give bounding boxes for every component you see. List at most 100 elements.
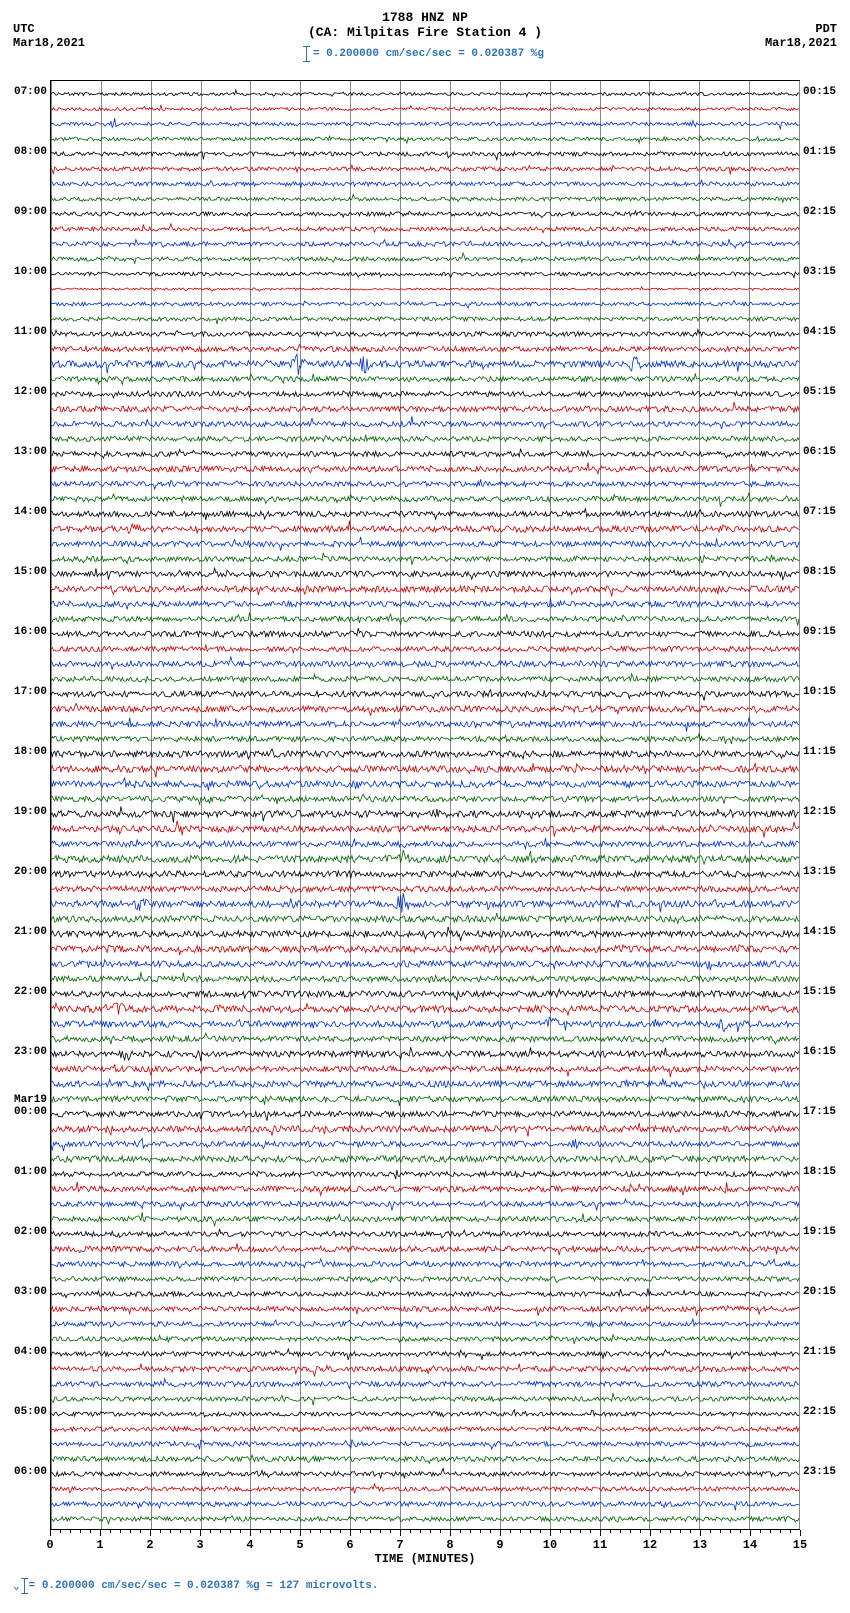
x-tick-minor bbox=[680, 1530, 681, 1533]
x-tick-minor bbox=[720, 1530, 721, 1533]
tz-left-date: Mar18,2021 bbox=[13, 36, 85, 50]
x-tick-minor bbox=[410, 1530, 411, 1533]
grid-line bbox=[799, 81, 800, 1529]
x-tick-label: 14 bbox=[743, 1538, 757, 1552]
x-tick-label: 2 bbox=[146, 1538, 153, 1552]
x-tick bbox=[150, 1530, 151, 1536]
x-tick-minor bbox=[440, 1530, 441, 1533]
right-time-label: 03:15 bbox=[799, 266, 836, 278]
tz-right-label: PDT bbox=[765, 22, 837, 36]
x-tick-minor bbox=[380, 1530, 381, 1533]
left-time-label: 08:00 bbox=[14, 146, 51, 158]
left-time-label: 10:00 bbox=[14, 266, 51, 278]
x-tick-minor bbox=[110, 1530, 111, 1533]
left-time-label: 21:00 bbox=[14, 926, 51, 938]
x-tick bbox=[600, 1530, 601, 1536]
x-tick-minor bbox=[330, 1530, 331, 1533]
chart-title-1: 1788 HNZ NP bbox=[5, 10, 845, 25]
x-tick-label: 4 bbox=[246, 1538, 253, 1552]
x-tick-minor bbox=[160, 1530, 161, 1533]
x-tick bbox=[50, 1530, 51, 1536]
x-tick-minor bbox=[230, 1530, 231, 1533]
left-time-label: 09:00 bbox=[14, 206, 51, 218]
x-tick-label: 15 bbox=[793, 1538, 807, 1552]
x-tick-minor bbox=[280, 1530, 281, 1533]
x-tick-minor bbox=[520, 1530, 521, 1533]
x-tick bbox=[300, 1530, 301, 1536]
x-tick bbox=[800, 1530, 801, 1536]
left-time-label: 12:00 bbox=[14, 386, 51, 398]
scale-bar-icon bbox=[24, 1578, 25, 1594]
x-tick-minor bbox=[460, 1530, 461, 1533]
scale-indicator: = 0.200000 cm/sec/sec = 0.020387 %g bbox=[5, 46, 845, 62]
x-tick bbox=[400, 1530, 401, 1536]
x-tick-minor bbox=[140, 1530, 141, 1533]
x-tick-minor bbox=[530, 1530, 531, 1533]
footer-prefix: ⌄ bbox=[13, 1579, 20, 1593]
x-tick-minor bbox=[590, 1530, 591, 1533]
right-time-label: 00:15 bbox=[799, 86, 836, 98]
right-time-label: 13:15 bbox=[799, 866, 836, 878]
right-time-label: 01:15 bbox=[799, 146, 836, 158]
x-tick-minor bbox=[80, 1530, 81, 1533]
footer-text: = 0.200000 cm/sec/sec = 0.020387 %g = 12… bbox=[29, 1580, 379, 1592]
x-tick bbox=[750, 1530, 751, 1536]
left-time-label: 07:00 bbox=[14, 86, 51, 98]
x-tick-minor bbox=[260, 1530, 261, 1533]
tz-right-date: Mar18,2021 bbox=[765, 36, 837, 50]
chart-title-2: (CA: Milpitas Fire Station 4 ) bbox=[5, 25, 845, 40]
x-tick-minor bbox=[170, 1530, 171, 1533]
x-tick bbox=[500, 1530, 501, 1536]
tz-left-label: UTC bbox=[13, 22, 85, 36]
left-time-label: 02:00 bbox=[14, 1226, 51, 1238]
left-time-label: 16:00 bbox=[14, 626, 51, 638]
x-tick-minor bbox=[640, 1530, 641, 1533]
right-time-label: 14:15 bbox=[799, 926, 836, 938]
x-tick-minor bbox=[780, 1530, 781, 1533]
x-axis-title: TIME (MINUTES) bbox=[375, 1552, 476, 1566]
x-tick-label: 3 bbox=[196, 1538, 203, 1552]
x-tick-label: 5 bbox=[296, 1538, 303, 1552]
x-tick bbox=[550, 1530, 551, 1536]
left-time-label: 18:00 bbox=[14, 746, 51, 758]
left-time-label: 00:00 bbox=[14, 1106, 51, 1118]
chart-footer: ⌄ = 0.200000 cm/sec/sec = 0.020387 %g = … bbox=[5, 1578, 845, 1594]
right-time-label: 07:15 bbox=[799, 506, 836, 518]
x-tick-label: 10 bbox=[543, 1538, 557, 1552]
right-time-label: 08:15 bbox=[799, 566, 836, 578]
left-time-label: 14:00 bbox=[14, 506, 51, 518]
x-tick-minor bbox=[710, 1530, 711, 1533]
right-time-label: 05:15 bbox=[799, 386, 836, 398]
x-tick-minor bbox=[740, 1530, 741, 1533]
x-tick-minor bbox=[190, 1530, 191, 1533]
x-tick-minor bbox=[340, 1530, 341, 1533]
x-tick-minor bbox=[510, 1530, 511, 1533]
x-tick-minor bbox=[490, 1530, 491, 1533]
x-tick-minor bbox=[610, 1530, 611, 1533]
x-tick-minor bbox=[320, 1530, 321, 1533]
left-time-label: 17:00 bbox=[14, 686, 51, 698]
right-time-label: 06:15 bbox=[799, 446, 836, 458]
timezone-left: UTC Mar18,2021 bbox=[13, 22, 85, 50]
x-tick-minor bbox=[620, 1530, 621, 1533]
x-tick-minor bbox=[570, 1530, 571, 1533]
x-tick bbox=[100, 1530, 101, 1536]
x-tick bbox=[350, 1530, 351, 1536]
right-time-label: 16:15 bbox=[799, 1046, 836, 1058]
x-tick-label: 8 bbox=[446, 1538, 453, 1552]
date-marker: Mar19 bbox=[14, 1094, 51, 1106]
left-time-label: 20:00 bbox=[14, 866, 51, 878]
right-time-label: 04:15 bbox=[799, 326, 836, 338]
left-time-label: 06:00 bbox=[14, 1466, 51, 1478]
x-tick-minor bbox=[630, 1530, 631, 1533]
right-time-label: 20:15 bbox=[799, 1286, 836, 1298]
chart-header: UTC Mar18,2021 PDT Mar18,2021 1788 HNZ N… bbox=[5, 10, 845, 80]
x-tick-minor bbox=[180, 1530, 181, 1533]
left-time-label: 19:00 bbox=[14, 806, 51, 818]
x-tick bbox=[450, 1530, 451, 1536]
left-time-label: 23:00 bbox=[14, 1046, 51, 1058]
right-time-label: 10:15 bbox=[799, 686, 836, 698]
x-tick bbox=[650, 1530, 651, 1536]
seismogram-plot: 07:0000:1508:0001:1509:0002:1510:0003:15… bbox=[50, 80, 800, 1530]
x-tick-minor bbox=[270, 1530, 271, 1533]
